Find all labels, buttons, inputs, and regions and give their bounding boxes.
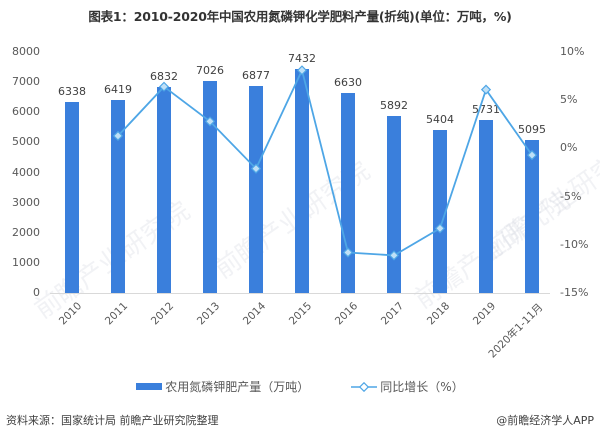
line-marker-swatch-icon <box>351 382 377 392</box>
source-note: 资料来源：国家统计局 前瞻产业研究院整理 <box>6 412 219 428</box>
yoy-point-marker-icon[interactable] <box>344 248 352 256</box>
legend: 农用氮磷钾肥产量（万吨） 同比增长（%） <box>0 378 600 395</box>
legend-label-yoy: 同比增长（%） <box>380 378 463 395</box>
bar-swatch-icon <box>136 383 162 390</box>
legend-label-production: 农用氮磷钾肥产量（万吨） <box>165 378 309 395</box>
brand-credit: @前瞻经济学人APP <box>496 412 594 428</box>
yoy-point-marker-icon[interactable] <box>436 224 444 232</box>
yoy-point-marker-icon[interactable] <box>298 66 306 74</box>
yoy-point-marker-icon[interactable] <box>390 251 398 259</box>
legend-item-yoy[interactable]: 同比增长（%） <box>351 378 463 395</box>
legend-item-production[interactable]: 农用氮磷钾肥产量（万吨） <box>136 378 309 395</box>
yoy-growth-line <box>0 0 600 437</box>
